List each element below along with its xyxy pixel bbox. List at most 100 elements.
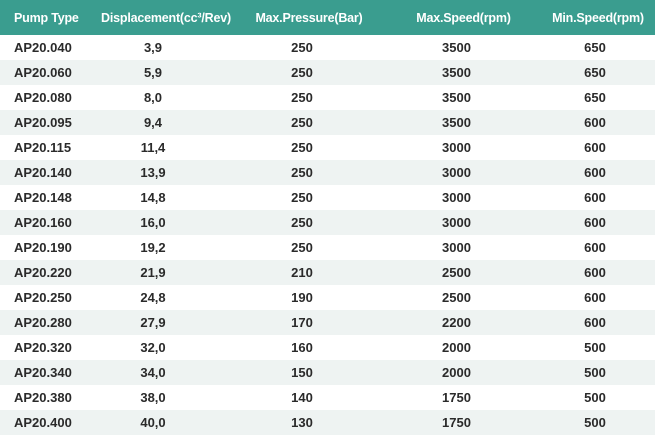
displacement-cell: 21,9 <box>140 265 166 280</box>
header-max-speed: Max.Speed(rpm) <box>416 10 511 25</box>
displacement-cell: 27,9 <box>140 315 166 330</box>
table-row: AP20.320 32,0 160 2000 500 <box>0 335 655 360</box>
header-row: Pump Type Displacement(cc³/Rev) Max.Pres… <box>0 0 655 35</box>
table-row: AP20.400 40,0 130 1750 500 <box>0 410 655 435</box>
pump-type-cell: AP20.160 <box>14 215 72 230</box>
pump-type-cell: AP20.190 <box>14 240 72 255</box>
max-pressure-cell: 250 <box>291 240 313 255</box>
max-speed-cell: 3500 <box>442 90 471 105</box>
max-speed-cell: 3500 <box>442 40 471 55</box>
displacement-cell: 16,0 <box>140 215 166 230</box>
table-header: Pump Type Displacement(cc³/Rev) Max.Pres… <box>0 0 655 35</box>
min-speed-cell: 600 <box>584 290 606 305</box>
max-speed-cell: 1750 <box>442 390 471 405</box>
displacement-cell: 19,2 <box>140 240 166 255</box>
displacement-cell: 32,0 <box>140 340 166 355</box>
table-row: AP20.250 24,8 190 2500 600 <box>0 285 655 310</box>
pump-type-cell: AP20.095 <box>14 115 72 130</box>
min-speed-cell: 650 <box>584 40 606 55</box>
max-speed-cell: 2000 <box>442 365 471 380</box>
max-speed-cell: 3000 <box>442 140 471 155</box>
min-speed-cell: 600 <box>584 115 606 130</box>
max-pressure-cell: 250 <box>291 165 313 180</box>
table-row: AP20.380 38,0 140 1750 500 <box>0 385 655 410</box>
pump-type-cell: AP20.340 <box>14 365 72 380</box>
displacement-cell: 5,9 <box>143 65 163 80</box>
max-pressure-cell: 250 <box>291 115 313 130</box>
pump-type-cell: AP20.280 <box>14 315 72 330</box>
min-speed-cell: 500 <box>584 340 606 355</box>
max-speed-cell: 2500 <box>442 265 471 280</box>
displacement-cell: 3,9 <box>143 40 163 55</box>
table-row: AP20.060 5,9 250 3500 650 <box>0 60 655 85</box>
header-displacement: Displacement(cc³/Rev) <box>101 10 231 25</box>
max-speed-cell: 3000 <box>442 215 471 230</box>
min-speed-cell: 500 <box>584 365 606 380</box>
pump-type-cell: AP20.400 <box>14 415 72 430</box>
table-row: AP20.140 13,9 250 3000 600 <box>0 160 655 185</box>
min-speed-cell: 500 <box>584 390 606 405</box>
table-row: AP20.095 9,4 250 3500 600 <box>0 110 655 135</box>
max-pressure-cell: 170 <box>291 315 313 330</box>
max-pressure-cell: 160 <box>291 340 313 355</box>
max-speed-cell: 2200 <box>442 315 471 330</box>
min-speed-cell: 600 <box>584 190 606 205</box>
displacement-cell: 13,9 <box>140 165 166 180</box>
header-max-pressure: Max.Pressure(Bar) <box>255 10 363 25</box>
max-speed-cell: 3000 <box>442 240 471 255</box>
max-speed-cell: 1750 <box>442 415 471 430</box>
displacement-cell: 34,0 <box>140 365 166 380</box>
displacement-cell: 8,0 <box>143 90 163 105</box>
max-pressure-cell: 250 <box>291 65 313 80</box>
displacement-cell: 24,8 <box>140 290 166 305</box>
min-speed-cell: 650 <box>584 90 606 105</box>
displacement-cell: 40,0 <box>140 415 166 430</box>
min-speed-cell: 500 <box>584 415 606 430</box>
displacement-cell: 9,4 <box>143 115 163 130</box>
displacement-cell: 11,4 <box>140 140 166 155</box>
min-speed-cell: 650 <box>584 65 606 80</box>
displacement-cell: 38,0 <box>140 390 166 405</box>
pump-type-cell: AP20.140 <box>14 165 72 180</box>
max-pressure-cell: 250 <box>291 140 313 155</box>
max-pressure-cell: 250 <box>291 190 313 205</box>
max-speed-cell: 3500 <box>442 65 471 80</box>
header-pump-type: Pump Type <box>14 10 79 25</box>
table-row: AP20.160 16,0 250 3000 600 <box>0 210 655 235</box>
pump-type-cell: AP20.220 <box>14 265 72 280</box>
table-row: AP20.220 21,9 210 2500 600 <box>0 260 655 285</box>
pump-type-cell: AP20.250 <box>14 290 72 305</box>
table-body: AP20.040 3,9 250 3500 650 AP20.060 5,9 250 3500 6… <box>0 35 655 435</box>
max-pressure-cell: 150 <box>291 365 313 380</box>
pump-type-cell: AP20.080 <box>14 90 72 105</box>
max-pressure-cell: 250 <box>291 215 313 230</box>
max-pressure-cell: 140 <box>291 390 313 405</box>
max-speed-cell: 2000 <box>442 340 471 355</box>
max-pressure-cell: 210 <box>291 265 313 280</box>
max-pressure-cell: 190 <box>291 290 313 305</box>
min-speed-cell: 600 <box>584 240 606 255</box>
pump-type-cell: AP20.060 <box>14 65 72 80</box>
table-row: AP20.115 11,4 250 3000 600 <box>0 135 655 160</box>
pump-type-cell: AP20.380 <box>14 390 72 405</box>
max-pressure-cell: 250 <box>291 40 313 55</box>
table-row: AP20.040 3,9 250 3500 650 <box>0 35 655 60</box>
table-row: AP20.190 19,2 250 3000 600 <box>0 235 655 260</box>
pump-type-cell: AP20.320 <box>14 340 72 355</box>
min-speed-cell: 600 <box>584 265 606 280</box>
pump-type-cell: AP20.040 <box>14 40 72 55</box>
displacement-cell: 14,8 <box>140 190 166 205</box>
min-speed-cell: 600 <box>584 140 606 155</box>
max-speed-cell: 3000 <box>442 190 471 205</box>
max-pressure-cell: 250 <box>291 90 313 105</box>
min-speed-cell: 600 <box>584 165 606 180</box>
max-speed-cell: 2500 <box>442 290 471 305</box>
min-speed-cell: 600 <box>584 315 606 330</box>
min-speed-cell: 600 <box>584 215 606 230</box>
pump-type-cell: AP20.148 <box>14 190 72 205</box>
table-row: AP20.280 27,9 170 2200 600 <box>0 310 655 335</box>
pump-type-cell: AP20.115 <box>14 140 72 155</box>
table-row: AP20.080 8,0 250 3500 650 <box>0 85 655 110</box>
header-min-speed: Min.Speed(rpm) <box>552 10 644 25</box>
